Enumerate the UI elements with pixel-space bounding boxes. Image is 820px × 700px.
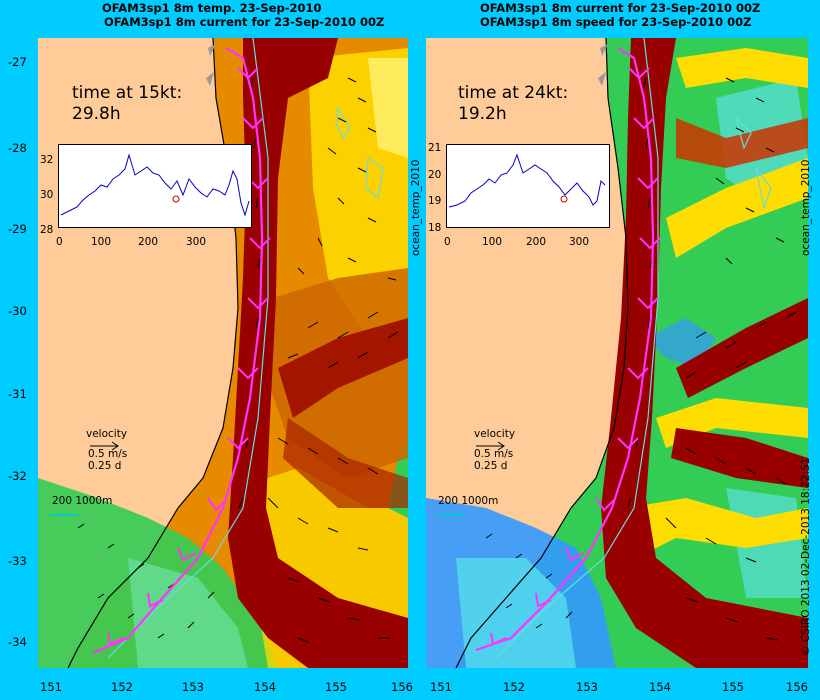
temperature-timeseries: [58, 144, 252, 228]
isobath-line: [50, 514, 78, 516]
velocity-arrow: [476, 441, 505, 451]
y-tick: -28: [8, 141, 27, 155]
inset-xtick: 200: [138, 236, 159, 248]
x-tick: 152: [111, 680, 133, 694]
y-tick: -34: [8, 635, 27, 649]
velocity-speed: 0.5 m/s: [88, 448, 128, 460]
isobath-legend: 200 1000m: [52, 495, 113, 507]
time-label: time at 24kt:: [458, 83, 569, 103]
y-tick: -33: [8, 554, 27, 568]
velocity-duration: 0.25 d: [474, 460, 508, 472]
inset-xtick: 0: [56, 236, 63, 248]
velocity-speed: 0.5 m/s: [474, 448, 514, 460]
velocity-duration: 0.25 d: [88, 460, 122, 472]
inset-ytick: 18: [428, 222, 442, 234]
velocity-arrow: [90, 441, 119, 451]
x-tick: 156: [391, 680, 413, 694]
speed-map: time at 24kt: 19.2h 21 20 19 18 0 100 20…: [426, 38, 808, 668]
side-label-left: ocean_temp_2010: [410, 159, 422, 256]
track-arrows: [490, 67, 661, 646]
inset-xtick: 200: [526, 236, 547, 248]
temperature-map: time at 15kt: 29.8h 32 30 28 0 100 200 3…: [38, 38, 408, 668]
x-tick: 151: [430, 680, 452, 694]
inset-xtick: 300: [186, 236, 207, 248]
inset-ytick: 20: [428, 169, 442, 181]
temperature-field: [38, 38, 408, 668]
left-title-line1: OFAM3sp1 8m temp. 23-Sep-2010: [102, 1, 322, 15]
y-tick: -30: [8, 304, 27, 318]
inset-xtick: 100: [91, 236, 112, 248]
timeseries-line: [60, 153, 250, 217]
x-tick: 152: [503, 680, 525, 694]
velocity-label: velocity: [86, 428, 128, 440]
credits: © CSIRO 2013 02-Dec-2013 18:22:51: [800, 457, 812, 656]
y-tick: -27: [8, 55, 27, 69]
inset-ytick: 30: [40, 189, 54, 201]
speed-field: [426, 38, 808, 668]
left-title-line2: OFAM3sp1 8m current for 23-Sep-2010 00Z: [104, 15, 385, 29]
track-arrows: [107, 67, 271, 646]
x-tick: 151: [40, 680, 62, 694]
inset-ytick: 28: [40, 224, 54, 236]
inset-xtick: 0: [444, 236, 451, 248]
x-tick: 153: [182, 680, 204, 694]
x-tick: 153: [576, 680, 598, 694]
time-value: 29.8h: [72, 104, 121, 124]
inset-xtick: 100: [482, 236, 503, 248]
y-tick: -32: [8, 469, 27, 483]
y-tick: -29: [8, 222, 27, 236]
timeseries-line: [448, 153, 606, 208]
inset-ytick: 32: [40, 154, 54, 166]
x-tick: 154: [649, 680, 671, 694]
x-tick: 154: [254, 680, 276, 694]
time-value: 19.2h: [458, 104, 507, 124]
right-title-line1: OFAM3sp1 8m current for 23-Sep-2010 00Z: [480, 1, 761, 15]
velocity-label: velocity: [474, 428, 516, 440]
isobath-line: [436, 514, 464, 516]
right-title-line2: OFAM3sp1 8m speed for 23-Sep-2010 00Z: [480, 15, 752, 29]
speed-timeseries: [446, 144, 610, 228]
x-tick: 155: [325, 680, 347, 694]
x-tick: 156: [786, 680, 808, 694]
time-label: time at 15kt:: [72, 83, 183, 103]
x-tick: 155: [722, 680, 744, 694]
y-tick: -31: [8, 387, 27, 401]
inset-ytick: 21: [428, 142, 442, 154]
isobath-legend: 200 1000m: [438, 495, 499, 507]
current-vectors: [77, 77, 399, 643]
inset-ytick: 19: [428, 195, 442, 207]
inset-xtick: 300: [569, 236, 590, 248]
side-label-right: ocean_temp_2010: [800, 159, 812, 256]
